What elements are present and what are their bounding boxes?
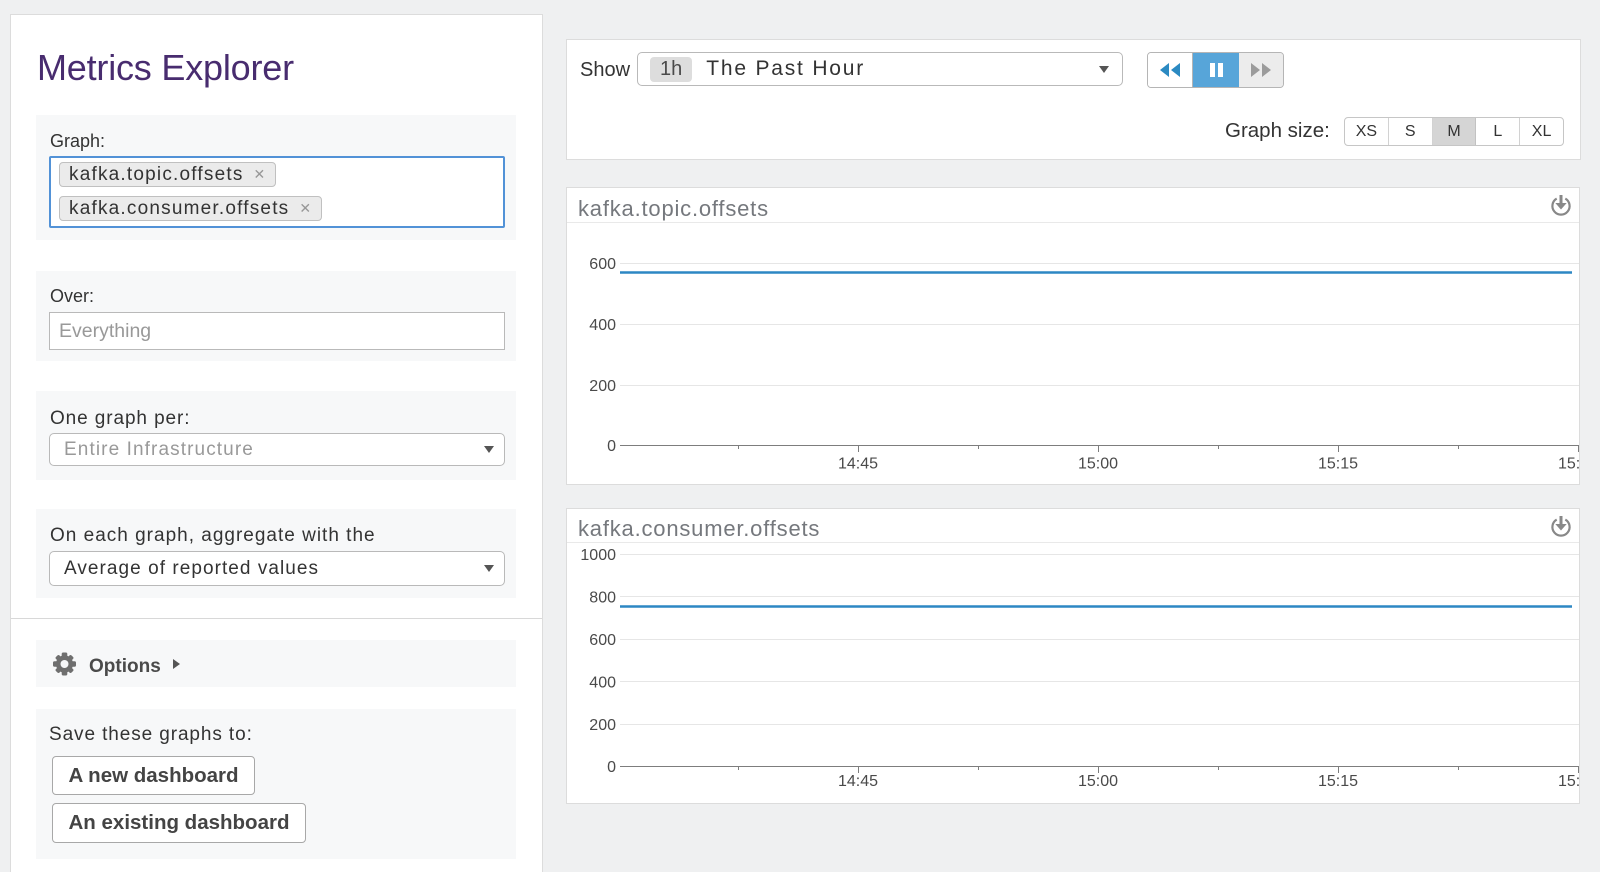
- svg-text:15:30: 15:30: [1558, 773, 1579, 790]
- svg-text:400: 400: [589, 317, 616, 334]
- svg-text:800: 800: [589, 590, 616, 607]
- svg-text:15:00: 15:00: [1078, 773, 1118, 790]
- svg-text:14:45: 14:45: [838, 773, 878, 790]
- svg-text:200: 200: [589, 378, 616, 395]
- svg-text:600: 600: [589, 256, 616, 273]
- svg-text:400: 400: [589, 675, 616, 692]
- svg-text:15:15: 15:15: [1318, 456, 1358, 473]
- svg-text:15:15: 15:15: [1318, 773, 1358, 790]
- svg-text:0: 0: [607, 759, 616, 776]
- svg-text:15:30: 15:30: [1558, 456, 1579, 473]
- svg-text:1000: 1000: [580, 547, 616, 564]
- svg-text:0: 0: [607, 438, 616, 455]
- svg-text:200: 200: [589, 717, 616, 734]
- svg-text:600: 600: [589, 632, 616, 649]
- svg-text:15:00: 15:00: [1078, 456, 1118, 473]
- svg-text:14:45: 14:45: [838, 456, 878, 473]
